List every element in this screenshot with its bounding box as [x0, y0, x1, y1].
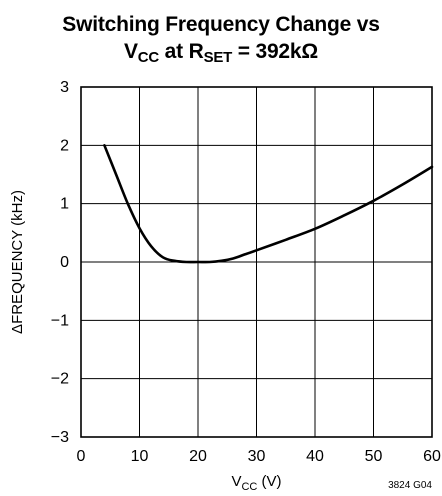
x-tick-label: 50: [365, 448, 383, 465]
title-tail: = 392kΩ: [232, 40, 319, 63]
x-tick-label: 20: [189, 448, 207, 465]
y-tick-label: 0: [60, 254, 69, 271]
title-r-subscript: SET: [203, 49, 233, 66]
title-mid: at R: [159, 40, 204, 63]
y-tick-label: 1: [60, 196, 69, 213]
x-tick-label: 0: [77, 448, 86, 465]
x-tick-label: 30: [248, 448, 266, 465]
plot-frame: [80, 86, 433, 438]
title-v: V: [123, 40, 138, 63]
y-tick-label: 3: [60, 79, 69, 96]
series-line: [103, 144, 434, 264]
x-axis-label: VCC (V): [231, 473, 281, 493]
y-tick-label: −2: [51, 371, 69, 388]
grid-lines: [81, 87, 432, 437]
y-axis-label: ΔFREQUENCY (kHz): [9, 190, 26, 334]
x-tick-label: 40: [306, 448, 324, 465]
x-tick-label: 10: [131, 448, 149, 465]
x-tick-labels: 0 10 20 30 40 50 60: [77, 448, 441, 465]
x-axis-label-main: V: [231, 473, 241, 490]
x-tick-label: 60: [423, 448, 441, 465]
x-axis-label-tail: (V): [257, 473, 281, 490]
y-tick-label: −3: [51, 429, 69, 446]
chart-title-line-2: VCC at RSET = 392kΩ: [0, 39, 442, 70]
x-axis-label-subscript: CC: [241, 481, 257, 493]
chart-title-line-1: Switching Frequency Change vs: [62, 13, 380, 36]
y-tick-label: −1: [51, 312, 69, 329]
y-tick-label: 2: [60, 137, 69, 154]
figure-code: 3824 G04: [388, 480, 432, 491]
series-group: [103, 144, 434, 264]
title-v-subscript: CC: [137, 49, 160, 66]
y-tick-labels: −3 −2 −1 0 1 2 3: [51, 79, 69, 446]
